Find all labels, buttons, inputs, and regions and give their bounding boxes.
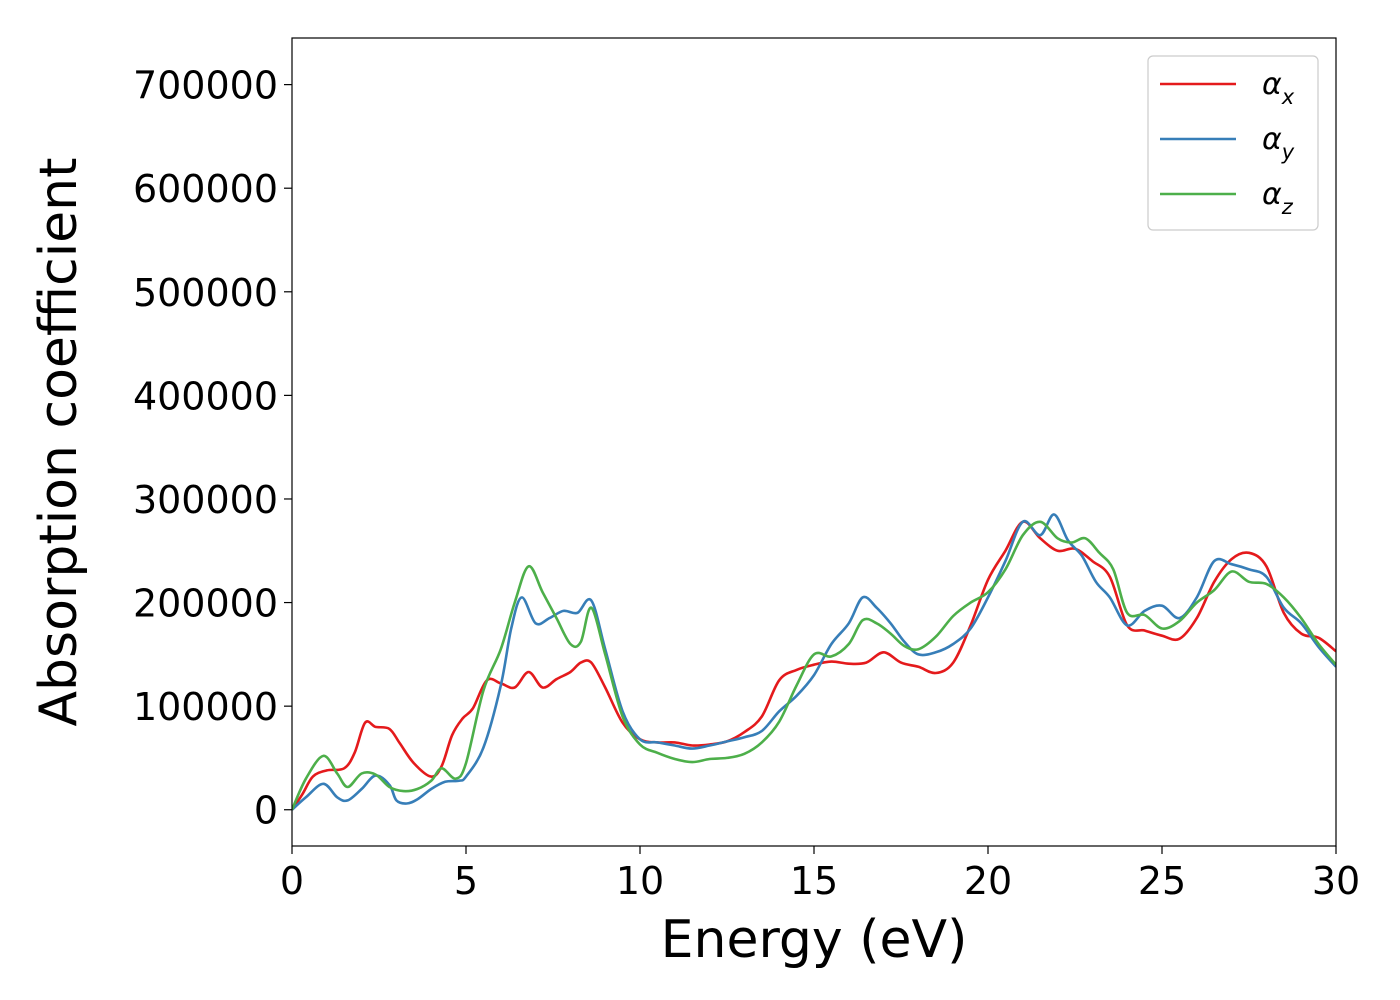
y-tick-label: 300000: [133, 478, 278, 522]
series-layer: [292, 513, 1336, 811]
x-axis: 0 5 10 15 20 25 30: [280, 846, 1360, 903]
y-axis: 0 100000 200000 300000 400000 500000 600000 700…: [133, 64, 292, 833]
legend: αx αy αz: [1147, 55, 1319, 231]
y-tick-label: 700000: [133, 64, 278, 108]
y-axis-title: Absorption coefficient: [29, 157, 89, 726]
y-tick-label: 200000: [133, 582, 278, 626]
series-line-y: [292, 513, 1336, 811]
x-tick-label: 15: [790, 859, 838, 903]
x-tick-label: 0: [280, 859, 304, 903]
x-axis-title: Energy (eV): [661, 910, 968, 970]
x-tick-label: 25: [1138, 859, 1186, 903]
y-tick-label: 500000: [133, 271, 278, 315]
x-tick-label: 30: [1312, 859, 1360, 903]
x-tick-label: 20: [964, 859, 1012, 903]
series-line-x: [292, 520, 1336, 811]
x-tick-label: 10: [616, 859, 664, 903]
x-tick-label: 5: [454, 859, 478, 903]
legend-label-z: αz: [1262, 177, 1294, 219]
legend-box: [1147, 55, 1319, 231]
legend-label-x: αx: [1262, 67, 1295, 109]
y-tick-label: 400000: [133, 374, 278, 418]
legend-label-y: αy: [1262, 122, 1295, 164]
series-line-z: [292, 520, 1336, 811]
y-tick-label: 100000: [133, 685, 278, 729]
y-tick-label: 600000: [133, 167, 278, 211]
y-tick-label: 0: [254, 789, 278, 833]
